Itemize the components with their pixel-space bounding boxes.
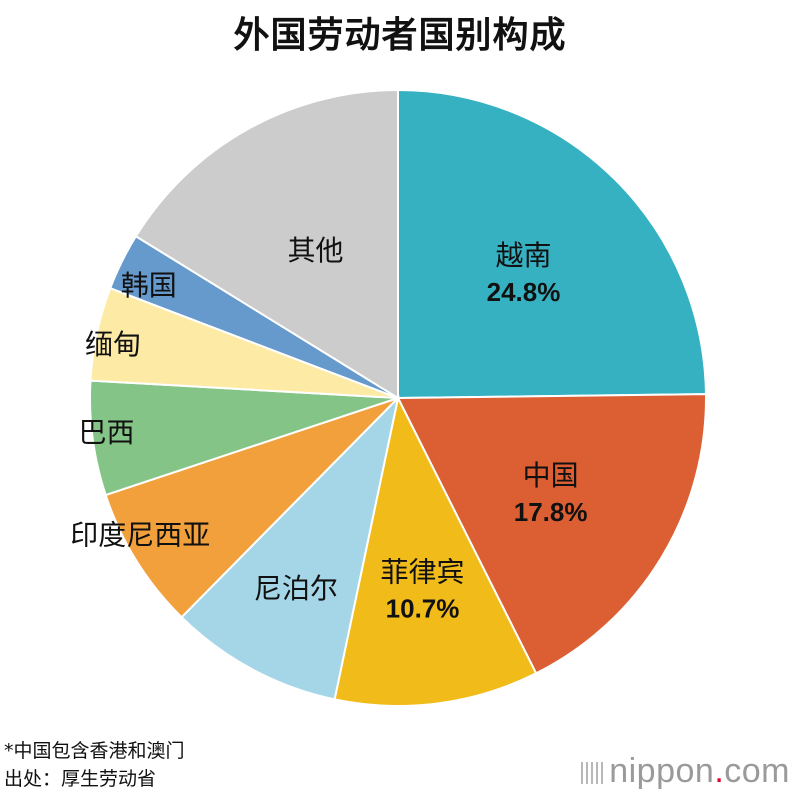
brand-name: nippon: [609, 752, 715, 790]
source-note: 出处：厚生劳动省: [4, 768, 157, 790]
pie-slice-2: [333, 394, 538, 707]
brand-bars-icon: [581, 762, 604, 784]
slice-label-5: 巴西: [79, 416, 135, 449]
brand-logo: nippon.com: [581, 752, 790, 791]
slice-label-1: 中国: [523, 459, 579, 492]
pie-slice-4: [104, 397, 399, 619]
pie-slice-8: [134, 88, 399, 400]
pie-slice-0: [397, 88, 707, 400]
slice-label-6: 缅甸: [85, 328, 141, 361]
brand-dot: .: [714, 752, 725, 790]
slice-label-3: 尼泊尔: [254, 572, 338, 605]
slice-value-2: 10.7%: [386, 593, 460, 623]
slice-label-2: 菲律宾: [381, 555, 465, 588]
pie-slice-1: [396, 393, 707, 675]
footnote: *中国包含香港和澳门: [4, 740, 185, 762]
slice-label-7: 韩国: [121, 269, 177, 302]
brand-tld: com: [724, 752, 790, 790]
chart-title: 外国劳动者国别构成: [233, 15, 567, 56]
slice-label-0: 越南: [496, 239, 552, 272]
slice-label-8: 其他: [287, 234, 343, 267]
slice-value-1: 17.8%: [514, 497, 588, 527]
pie-slice-3: [180, 394, 400, 701]
slice-label-4: 印度尼西亚: [70, 519, 210, 552]
slice-value-0: 24.8%: [487, 277, 561, 307]
